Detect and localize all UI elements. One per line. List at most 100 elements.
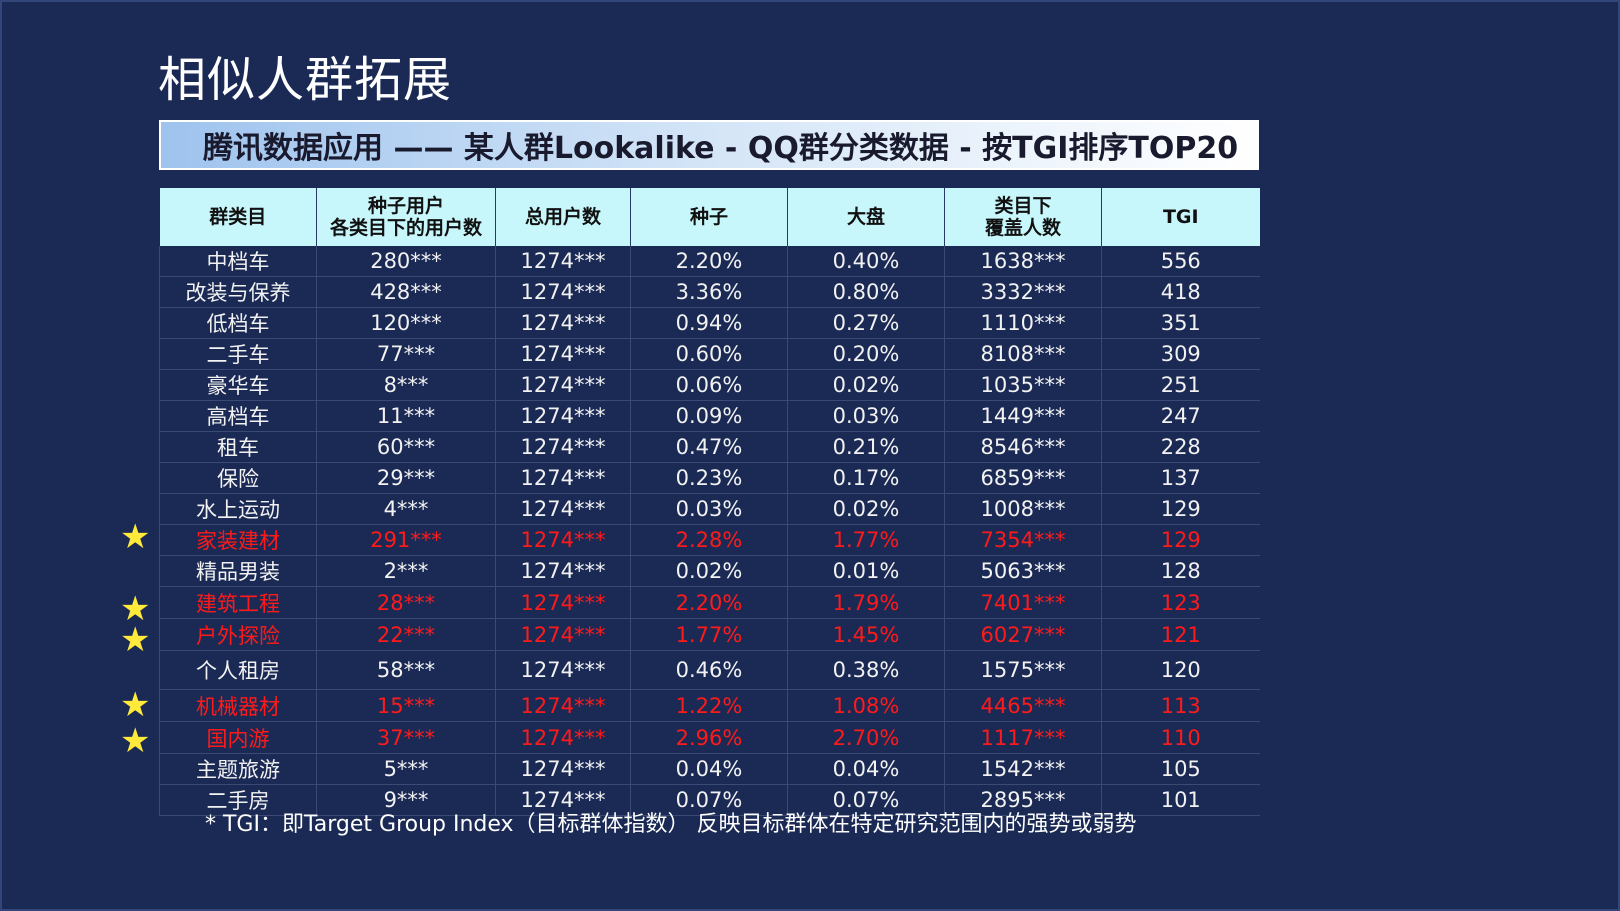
table-row: 精品男装 2*** 1274*** 0.02% 0.01% 5063*** 128 <box>159 555 1260 587</box>
page-title: 相似人群拓展 <box>158 52 453 108</box>
cell-seed-users: 5*** <box>316 753 496 785</box>
table-row: 家装建材 291*** 1274*** 2.28% 1.77% 7354*** 129 <box>159 524 1260 556</box>
cell-market-pct: 1.77% <box>787 524 945 556</box>
cell-tgi: 121 <box>1101 618 1260 651</box>
cell-coverage: 1110*** <box>944 307 1102 339</box>
col-header-seed-users: 种子用户 各类目下的用户数 <box>316 188 496 246</box>
star-icon: ★ <box>120 620 151 660</box>
cell-coverage: 1575*** <box>944 650 1102 690</box>
col-header-category: 群类目 <box>159 188 317 246</box>
cell-seed-users: 77*** <box>316 338 496 370</box>
cell-tgi: 556 <box>1101 246 1260 277</box>
star-icon: ★ <box>120 517 151 557</box>
tgi-table: 群类目 种子用户 各类目下的用户数 总用户数 种子 大盘 类目下 覆盖人数 TGI … <box>159 188 1260 816</box>
cell-total-users: 1274*** <box>495 524 631 556</box>
cell-coverage: 8546*** <box>944 431 1102 463</box>
cell-category: 二手房 <box>159 784 317 816</box>
cell-seed-users: 428*** <box>316 276 496 308</box>
cell-tgi: 128 <box>1101 555 1260 587</box>
cell-category: 豪华车 <box>159 369 317 401</box>
cell-category: 户外探险 <box>159 618 317 651</box>
cell-market-pct: 0.17% <box>787 462 945 494</box>
cell-market-pct: 0.21% <box>787 431 945 463</box>
cell-category: 中档车 <box>159 246 317 277</box>
cell-tgi: 228 <box>1101 431 1260 463</box>
cell-tgi: 251 <box>1101 369 1260 401</box>
cell-category: 精品男装 <box>159 555 317 587</box>
cell-total-users: 1274*** <box>495 400 631 432</box>
cell-seed-pct: 0.47% <box>630 431 788 463</box>
cell-seed-users: 15*** <box>316 689 496 722</box>
cell-total-users: 1274*** <box>495 784 631 816</box>
cell-tgi: 309 <box>1101 338 1260 370</box>
col-header-seed: 种子 <box>630 188 788 246</box>
cell-category: 家装建材 <box>159 524 317 556</box>
cell-seed-users: 22*** <box>316 618 496 651</box>
cell-tgi: 105 <box>1101 753 1260 785</box>
cell-coverage: 6027*** <box>944 618 1102 651</box>
cell-market-pct: 0.07% <box>787 784 945 816</box>
cell-total-users: 1274*** <box>495 618 631 651</box>
cell-category: 建筑工程 <box>159 586 317 619</box>
cell-seed-pct: 0.02% <box>630 555 788 587</box>
cell-tgi: 120 <box>1101 650 1260 690</box>
table-row: 中档车 280*** 1274*** 2.20% 0.40% 1638*** 556 <box>159 246 1260 277</box>
cell-tgi: 101 <box>1101 784 1260 816</box>
cell-market-pct: 0.40% <box>787 246 945 277</box>
tgi-footnote: * TGI：即Target Group Index（目标群体指数） 反映目标群体… <box>205 812 1137 837</box>
cell-category: 低档车 <box>159 307 317 339</box>
cell-seed-users: 8*** <box>316 369 496 401</box>
cell-seed-pct: 3.36% <box>630 276 788 308</box>
table-row: 高档车 11*** 1274*** 0.09% 0.03% 1449*** 247 <box>159 400 1260 432</box>
cell-category: 租车 <box>159 431 317 463</box>
cell-seed-pct: 2.28% <box>630 524 788 556</box>
cell-category: 高档车 <box>159 400 317 432</box>
cell-tgi: 113 <box>1101 689 1260 722</box>
banner: 腾讯数据应用 —— 某人群Lookalike - QQ群分类数据 - 按TGI排… <box>159 120 1259 170</box>
table-row: 国内游 37*** 1274*** 2.96% 2.70% 1117*** 110 <box>159 721 1260 754</box>
cell-total-users: 1274*** <box>495 586 631 619</box>
cell-tgi: 123 <box>1101 586 1260 619</box>
cell-seed-pct: 0.46% <box>630 650 788 690</box>
cell-total-users: 1274*** <box>495 369 631 401</box>
table-row: 低档车 120*** 1274*** 0.94% 0.27% 1110*** 351 <box>159 307 1260 339</box>
cell-coverage: 7401*** <box>944 586 1102 619</box>
cell-coverage: 1638*** <box>944 246 1102 277</box>
cell-total-users: 1274*** <box>495 721 631 754</box>
cell-total-users: 1274*** <box>495 555 631 587</box>
cell-seed-users: 280*** <box>316 246 496 277</box>
cell-coverage: 7354*** <box>944 524 1102 556</box>
cell-category: 主题旅游 <box>159 753 317 785</box>
cell-market-pct: 0.03% <box>787 400 945 432</box>
cell-tgi: 247 <box>1101 400 1260 432</box>
cell-market-pct: 0.02% <box>787 369 945 401</box>
cell-total-users: 1274*** <box>495 650 631 690</box>
cell-seed-pct: 0.04% <box>630 753 788 785</box>
banner-text: 腾讯数据应用 —— 某人群Lookalike - QQ群分类数据 - 按TGI排… <box>203 131 1239 166</box>
table-header-row: 群类目 种子用户 各类目下的用户数 总用户数 种子 大盘 类目下 覆盖人数 TGI <box>159 188 1260 246</box>
cell-market-pct: 0.38% <box>787 650 945 690</box>
cell-coverage: 1542*** <box>944 753 1102 785</box>
cell-market-pct: 1.08% <box>787 689 945 722</box>
table-row: 主题旅游 5*** 1274*** 0.04% 0.04% 1542*** 105 <box>159 753 1260 785</box>
cell-seed-users: 4*** <box>316 493 496 525</box>
cell-seed-users: 29*** <box>316 462 496 494</box>
cell-coverage: 1035*** <box>944 369 1102 401</box>
cell-seed-users: 9*** <box>316 784 496 816</box>
table-row: 机械器材 15*** 1274*** 1.22% 1.08% 4465*** 113 <box>159 689 1260 722</box>
cell-tgi: 351 <box>1101 307 1260 339</box>
cell-seed-users: 2*** <box>316 555 496 587</box>
cell-seed-users: 120*** <box>316 307 496 339</box>
cell-tgi: 129 <box>1101 493 1260 525</box>
cell-seed-pct: 2.20% <box>630 586 788 619</box>
cell-market-pct: 0.01% <box>787 555 945 587</box>
cell-coverage: 8108*** <box>944 338 1102 370</box>
cell-category: 个人租房 <box>159 650 317 690</box>
cell-market-pct: 0.02% <box>787 493 945 525</box>
cell-coverage: 2895*** <box>944 784 1102 816</box>
col-header-market: 大盘 <box>787 188 945 246</box>
cell-total-users: 1274*** <box>495 753 631 785</box>
cell-coverage: 1449*** <box>944 400 1102 432</box>
table-row: 建筑工程 28*** 1274*** 2.20% 1.79% 7401*** 123 <box>159 586 1260 619</box>
